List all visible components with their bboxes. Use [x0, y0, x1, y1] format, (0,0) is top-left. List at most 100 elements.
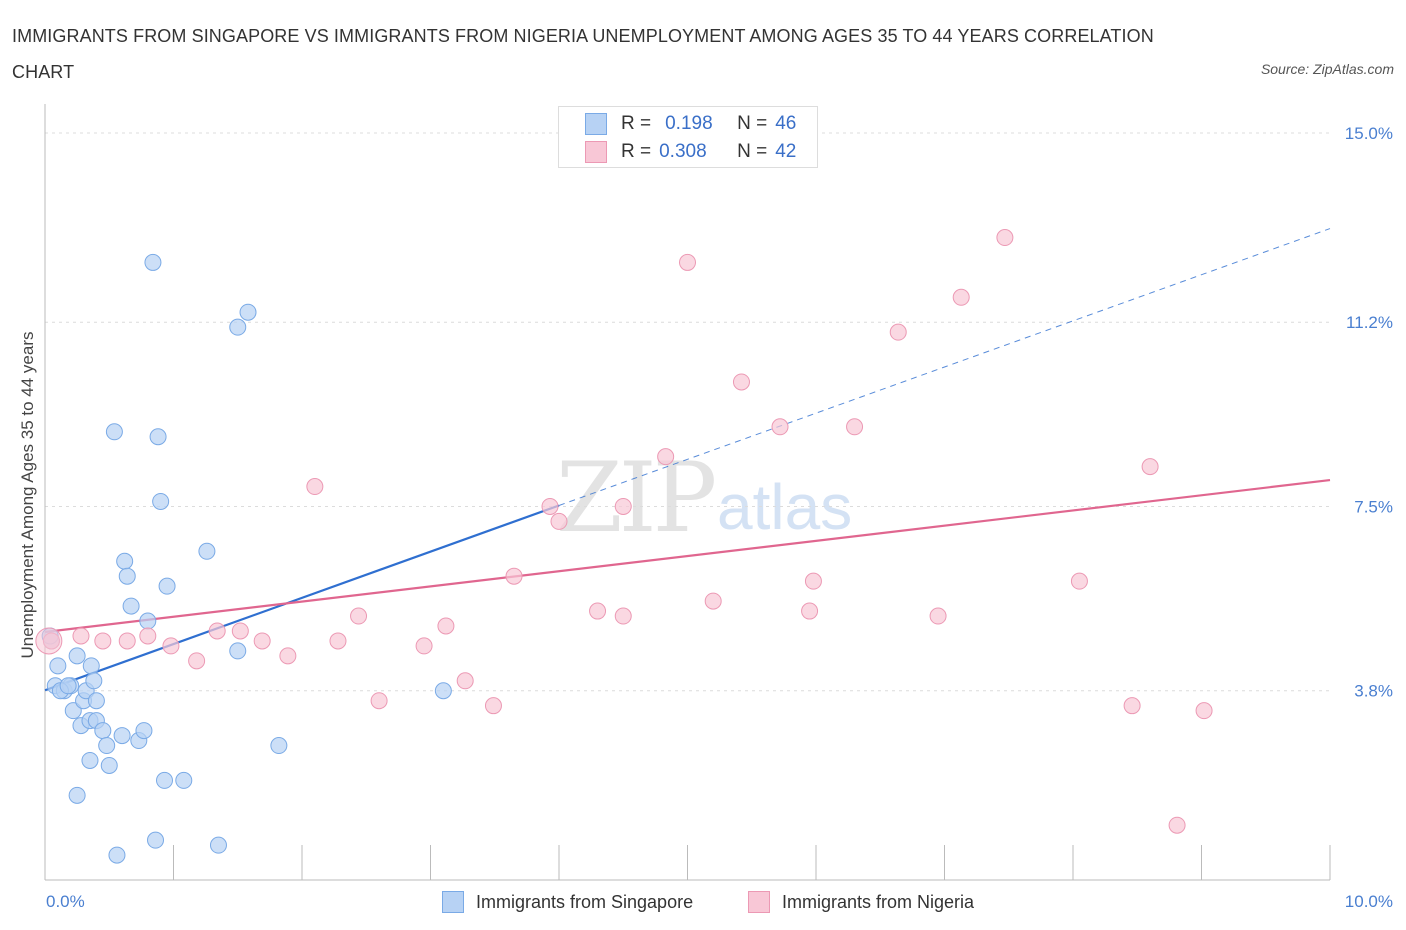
point-nigeria [253, 632, 271, 650]
point-singapore [149, 428, 167, 446]
point-singapore [144, 253, 162, 271]
point-nigeria [35, 627, 63, 655]
point-nigeria [139, 627, 157, 645]
point-singapore [116, 552, 134, 570]
point-nigeria [889, 323, 907, 341]
legend-r-label: R = [621, 141, 652, 162]
point-nigeria [456, 672, 474, 690]
point-nigeria [657, 448, 675, 466]
point-nigeria [118, 632, 136, 650]
series-label-nigeria: Immigrants from Nigeria [782, 891, 975, 912]
point-nigeria [704, 592, 722, 610]
point-nigeria [415, 637, 433, 655]
grid-lines [45, 132, 1330, 692]
point-singapore [139, 612, 157, 630]
point-nigeria [804, 572, 822, 590]
point-singapore [147, 831, 165, 849]
legend-n-value-singapore: 46 [775, 113, 797, 134]
legend-swatch-singapore [585, 113, 607, 135]
x-tick-label: 10.0% [1345, 892, 1393, 911]
point-singapore [68, 786, 86, 804]
legend-n-label: N = [737, 141, 768, 162]
point-nigeria [437, 617, 455, 635]
y-tick-label: 15.0% [1345, 124, 1393, 143]
point-nigeria [801, 602, 819, 620]
point-nigeria [1070, 572, 1088, 590]
point-nigeria [162, 637, 180, 655]
axis-labels: 3.8% 7.5% 11.2% 15.0% 0.0% 10.0% Unemployment … [18, 124, 1393, 911]
y-axis-label: Unemployment Among Ages 35 to 44 years [18, 332, 37, 659]
point-nigeria [550, 512, 568, 530]
point-nigeria [188, 652, 206, 670]
legend-n-label: N = [737, 113, 768, 134]
point-singapore [100, 756, 118, 774]
point-singapore [158, 577, 176, 595]
point-nigeria [1195, 702, 1213, 720]
point-singapore [49, 657, 67, 675]
point-singapore [156, 771, 174, 789]
point-singapore [434, 682, 452, 700]
point-singapore [81, 751, 99, 769]
point-singapore [59, 677, 77, 695]
series-swatch-nigeria [748, 891, 770, 913]
point-nigeria [208, 622, 226, 640]
point-nigeria [505, 567, 523, 585]
point-singapore [64, 702, 82, 720]
point-nigeria [306, 478, 324, 496]
legend-row-singapore: R = 0.198 N = 46 [585, 111, 796, 137]
legend-swatch-nigeria [585, 141, 607, 163]
point-nigeria [329, 632, 347, 650]
trend-line-singapore-extension [558, 228, 1331, 506]
point-nigeria [541, 497, 559, 515]
y-tick-label: 7.5% [1354, 497, 1393, 516]
point-nigeria [732, 373, 750, 391]
point-singapore [175, 771, 193, 789]
watermark-atlas: atlas [717, 471, 853, 543]
watermark-zip: ZIP [556, 442, 717, 554]
point-singapore [152, 492, 170, 510]
point-nigeria [996, 229, 1014, 247]
trend-line-singapore [44, 504, 560, 692]
trend-lines [44, 228, 1331, 692]
point-singapore [209, 836, 227, 854]
y-tick-label: 3.8% [1354, 682, 1393, 701]
series-legend-singapore: Immigrants from Singapore [442, 889, 693, 915]
point-nigeria [1141, 458, 1159, 476]
chart-title: IMMIGRANTS FROM SINGAPORE VS IMMIGRANTS … [12, 26, 1154, 82]
legend-row-nigeria: R = 0.308 N = 42 [585, 139, 796, 165]
point-singapore [87, 692, 105, 710]
point-nigeria [231, 622, 249, 640]
point-nigeria [370, 692, 388, 710]
data-points [35, 229, 1213, 864]
y-tick-label: 11.2% [1346, 313, 1393, 332]
point-singapore [68, 647, 86, 665]
correlation-legend: R = 0.198 N = 46 R = 0.308 N = 42 [558, 106, 818, 168]
point-nigeria [952, 288, 970, 306]
point-nigeria [94, 632, 112, 650]
series-label-singapore: Immigrants from Singapore [476, 891, 694, 912]
trend-line-nigeria [44, 478, 1331, 634]
legend-r-value-nigeria: 0.308 [659, 141, 707, 162]
point-nigeria [929, 607, 947, 625]
point-singapore [98, 737, 116, 755]
legend-n-value-nigeria: 42 [775, 141, 797, 162]
point-nigeria [614, 607, 632, 625]
point-singapore [135, 722, 153, 740]
point-singapore [270, 737, 288, 755]
legend-r-value-singapore: 0.198 [665, 113, 713, 134]
point-nigeria [350, 607, 368, 625]
point-singapore [118, 567, 136, 585]
point-nigeria [1123, 697, 1141, 715]
point-nigeria [72, 627, 90, 645]
point-nigeria [279, 647, 297, 665]
point-singapore [198, 542, 216, 560]
axes [44, 104, 1331, 881]
point-nigeria [771, 418, 789, 436]
point-singapore [82, 657, 100, 675]
point-singapore [229, 642, 247, 660]
x-tick-label: 0.0% [46, 892, 85, 911]
source-label: Source: ZipAtlas.com [1260, 61, 1394, 77]
point-nigeria [484, 697, 502, 715]
point-nigeria [846, 418, 864, 436]
